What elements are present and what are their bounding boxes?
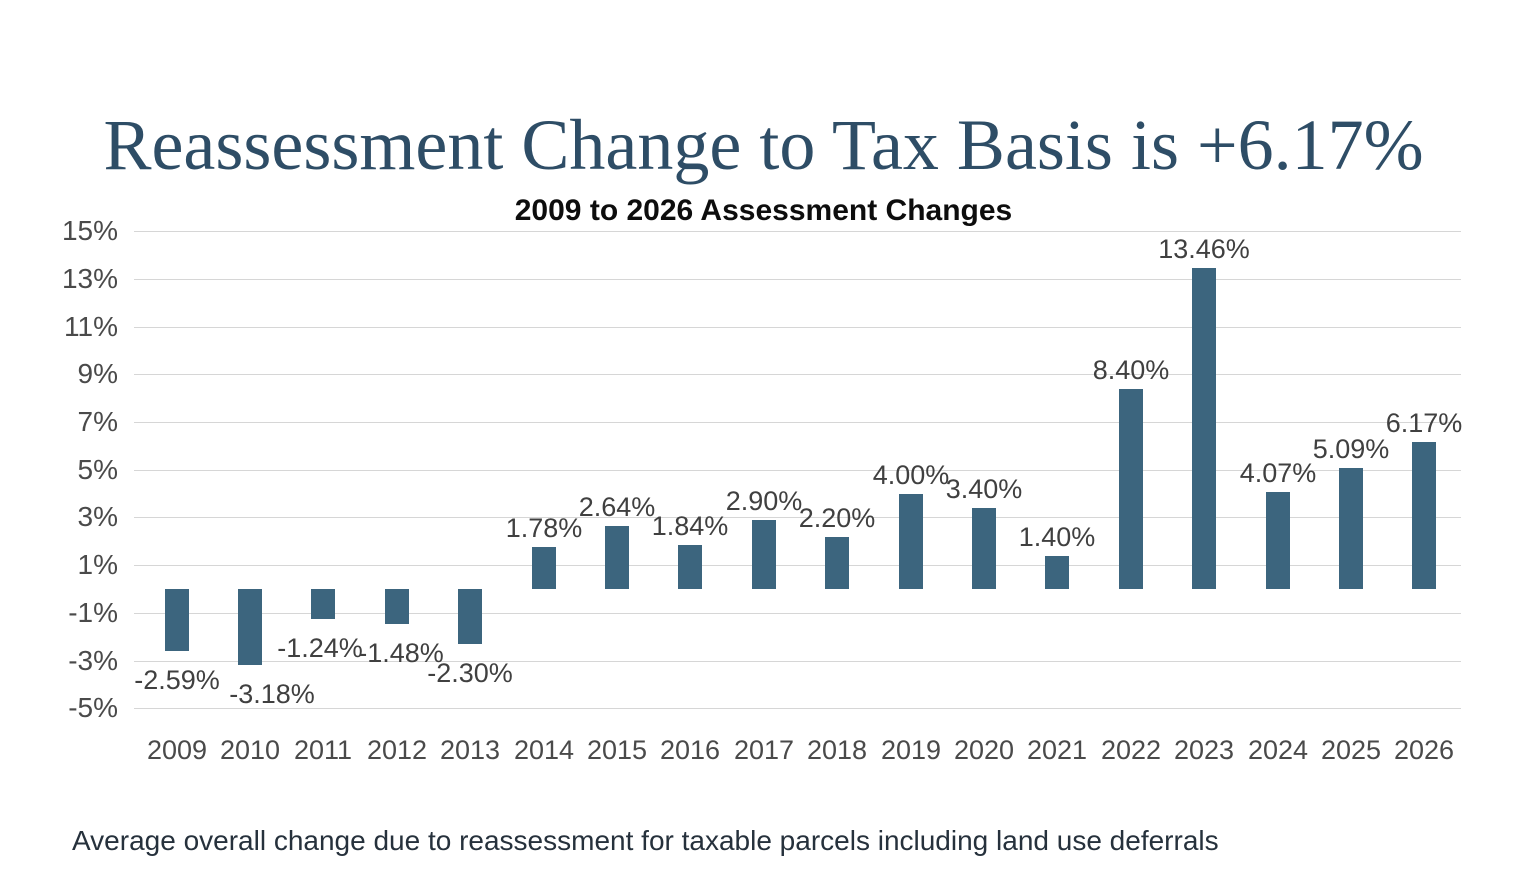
bar bbox=[1412, 442, 1436, 589]
bar-value-label: 2.20% bbox=[798, 503, 876, 533]
bar-value-label: 4.07% bbox=[1239, 458, 1317, 488]
x-tick-label: 2014 bbox=[513, 735, 575, 765]
bar-value-label: 1.84% bbox=[651, 511, 729, 541]
bar bbox=[1339, 468, 1363, 589]
gridline bbox=[134, 661, 1461, 662]
bar bbox=[1119, 389, 1143, 589]
x-tick-label: 2018 bbox=[806, 735, 868, 765]
y-tick-label: 5% bbox=[77, 454, 118, 485]
gridline bbox=[134, 517, 1461, 518]
y-tick-label: 9% bbox=[77, 358, 118, 389]
x-tick-label: 2017 bbox=[733, 735, 795, 765]
gridline bbox=[134, 279, 1461, 280]
chart-title: 2009 to 2026 Assessment Changes bbox=[514, 194, 1013, 227]
y-tick-label: -5% bbox=[68, 692, 118, 723]
bar bbox=[385, 589, 409, 624]
gridline bbox=[134, 470, 1461, 471]
bar-value-label: 1.78% bbox=[505, 513, 583, 543]
bar-value-label: 1.40% bbox=[1018, 522, 1096, 552]
x-tick-label: 2011 bbox=[293, 735, 353, 765]
gridline bbox=[134, 708, 1461, 709]
x-tick-label: 2025 bbox=[1320, 735, 1382, 765]
bar-value-label: 3.40% bbox=[945, 474, 1023, 504]
x-tick-label: 2015 bbox=[586, 735, 648, 765]
bar-value-label: -2.30% bbox=[427, 658, 513, 688]
x-tick-label: 2010 bbox=[219, 735, 281, 765]
bar-value-label: 8.40% bbox=[1092, 355, 1170, 385]
x-tick-label: 2024 bbox=[1247, 735, 1309, 765]
bar bbox=[972, 508, 996, 589]
gridline bbox=[134, 565, 1461, 566]
x-tick-label: 2016 bbox=[659, 735, 721, 765]
bar bbox=[678, 545, 702, 589]
y-tick-label: -1% bbox=[68, 597, 118, 628]
y-tick-label: 13% bbox=[61, 263, 118, 294]
x-tick-label: 2019 bbox=[880, 735, 942, 765]
bar-value-label: 2.90% bbox=[725, 486, 803, 516]
bar-value-label: -1.24% bbox=[277, 633, 363, 663]
gridline bbox=[134, 374, 1461, 375]
bar bbox=[1045, 556, 1069, 589]
y-tick-label: -3% bbox=[68, 645, 118, 676]
gridline bbox=[134, 422, 1461, 423]
caption: Average overall change due to reassessme… bbox=[72, 825, 1219, 856]
bar-value-label: 5.09% bbox=[1312, 434, 1390, 464]
bar bbox=[825, 537, 849, 589]
bar bbox=[752, 520, 776, 589]
bar-value-label: 4.00% bbox=[872, 460, 950, 490]
bar-value-label: -3.18% bbox=[229, 679, 315, 709]
x-tick-label: 2026 bbox=[1393, 735, 1455, 765]
y-tick-label: 15% bbox=[61, 215, 118, 246]
bar bbox=[458, 589, 482, 644]
x-tick-label: 2009 bbox=[146, 735, 208, 765]
bar bbox=[605, 526, 629, 589]
y-tick-label: 11% bbox=[64, 311, 118, 342]
bar bbox=[899, 494, 923, 589]
y-tick-label: 1% bbox=[77, 549, 118, 580]
bar-value-label: -1.48% bbox=[358, 638, 444, 668]
x-tick-label: 2021 bbox=[1026, 735, 1088, 765]
x-tick-label: 2022 bbox=[1100, 735, 1162, 765]
gridline bbox=[134, 231, 1461, 232]
bar bbox=[311, 589, 335, 619]
bar-value-label: 13.46% bbox=[1158, 234, 1250, 264]
bar bbox=[1266, 492, 1290, 589]
gridline bbox=[134, 613, 1461, 614]
x-tick-label: 2023 bbox=[1173, 735, 1235, 765]
bar bbox=[238, 589, 262, 665]
page-title: Reassessment Change to Tax Basis is +6.1… bbox=[103, 105, 1424, 186]
gridline bbox=[134, 327, 1461, 328]
y-tick-label: 7% bbox=[77, 406, 118, 437]
x-tick-label: 2013 bbox=[439, 735, 501, 765]
x-tick-label: 2012 bbox=[366, 735, 428, 765]
bar bbox=[532, 547, 556, 589]
bar-value-label: -2.59% bbox=[134, 665, 220, 695]
bar-value-label: 6.17% bbox=[1385, 408, 1463, 438]
bar bbox=[1192, 268, 1216, 589]
x-tick-label: 2020 bbox=[953, 735, 1015, 765]
bar-value-label: 2.64% bbox=[578, 492, 656, 522]
y-tick-label: 3% bbox=[77, 501, 118, 532]
bar bbox=[165, 589, 189, 651]
